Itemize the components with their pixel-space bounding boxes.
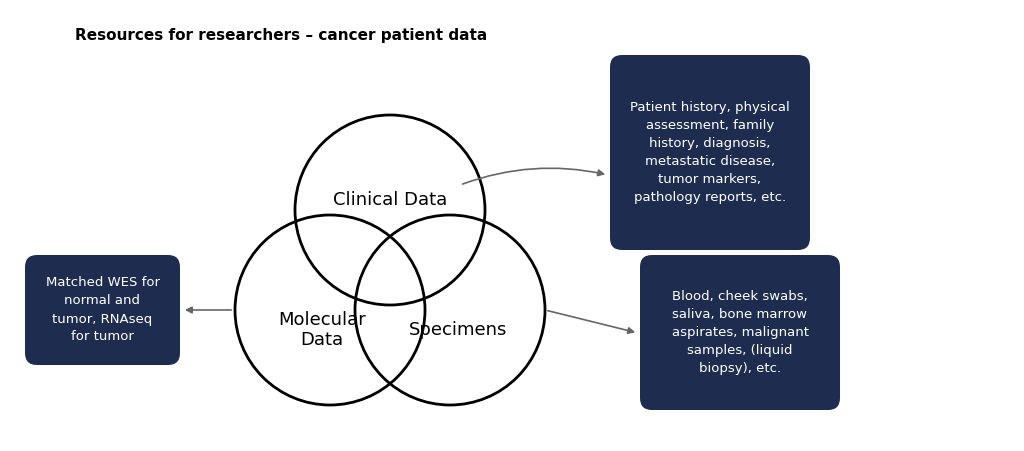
Text: Molecular
Data: Molecular Data bbox=[279, 311, 366, 350]
Text: Matched WES for
normal and
tumor, RNAseq
for tumor: Matched WES for normal and tumor, RNAseq… bbox=[45, 276, 160, 344]
FancyBboxPatch shape bbox=[610, 55, 810, 250]
Text: Patient history, physical
assessment, family
history, diagnosis,
metastatic dise: Patient history, physical assessment, fa… bbox=[630, 101, 790, 204]
FancyBboxPatch shape bbox=[25, 255, 180, 365]
Text: Clinical Data: Clinical Data bbox=[333, 191, 447, 209]
Text: Blood, cheek swabs,
saliva, bone marrow
aspirates, malignant
samples, (liquid
bi: Blood, cheek swabs, saliva, bone marrow … bbox=[672, 290, 809, 375]
FancyBboxPatch shape bbox=[640, 255, 840, 410]
Text: Specimens: Specimens bbox=[409, 321, 507, 339]
Text: Resources for researchers – cancer patient data: Resources for researchers – cancer patie… bbox=[75, 28, 487, 43]
